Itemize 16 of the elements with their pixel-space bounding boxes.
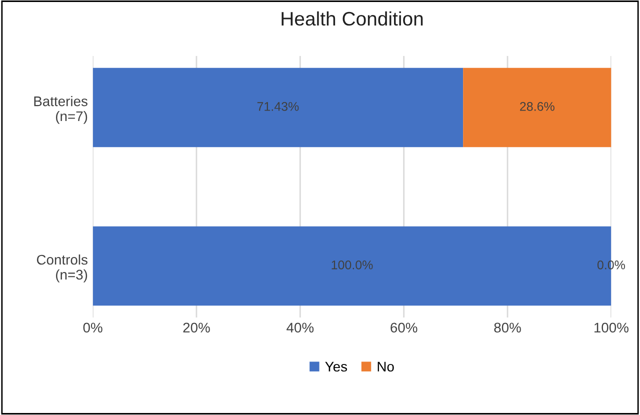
x-tick-label: 0% — [83, 322, 102, 333]
x-tick-label: 100% — [594, 322, 628, 333]
bar — [463, 68, 612, 148]
y-tick-label: Controls (n=3) — [36, 254, 88, 282]
legend-label: Yes — [325, 362, 348, 372]
x-tick-label: 60% — [390, 322, 418, 333]
chart-title: Health Condition — [282, 11, 423, 26]
data-label: 28.6% — [520, 102, 554, 111]
legend-label: No — [378, 362, 394, 372]
x-tick-label: 40% — [286, 322, 314, 333]
data-label: 100.0% — [332, 260, 373, 270]
y-tick-label: Batteries (n=7) — [34, 96, 88, 124]
bar — [92, 68, 464, 148]
data-label: 71.43% — [257, 102, 299, 111]
x-tick-label: 20% — [183, 322, 210, 333]
x-tick-label: 80% — [494, 322, 521, 333]
